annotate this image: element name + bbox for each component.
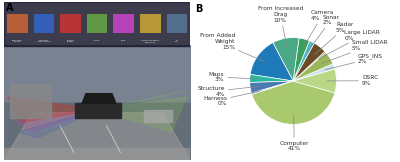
Polygon shape — [4, 148, 190, 160]
Text: RADAR: RADAR — [94, 40, 100, 41]
Wedge shape — [250, 43, 293, 81]
Text: LIDAR: LIDAR — [121, 40, 126, 41]
Bar — [34, 14, 54, 33]
Wedge shape — [293, 38, 310, 81]
Wedge shape — [250, 74, 293, 82]
Text: FRONTAL
CAMERA: FRONTAL CAMERA — [66, 40, 74, 42]
Bar — [114, 14, 134, 33]
Text: HD
MAP: HD MAP — [175, 40, 179, 42]
Text: B: B — [195, 4, 202, 14]
Polygon shape — [8, 97, 97, 122]
Text: Harness
0%: Harness 0% — [203, 91, 260, 106]
Text: A: A — [6, 3, 13, 13]
Text: From Added
Weight
15%: From Added Weight 15% — [200, 33, 265, 62]
Wedge shape — [273, 38, 299, 81]
Polygon shape — [4, 113, 190, 160]
Polygon shape — [75, 103, 121, 117]
Bar — [60, 14, 81, 33]
Text: ULTRASONIC
SENSOR: ULTRASONIC SENSOR — [12, 40, 23, 42]
Bar — [167, 14, 187, 33]
Polygon shape — [82, 94, 116, 103]
Text: Maps
3%: Maps 3% — [209, 72, 259, 82]
Bar — [4, 2, 190, 46]
Text: Small LiDAR
5%: Small LiDAR 5% — [322, 40, 387, 63]
Text: SURROUND
VIEW CAMERAS: SURROUND VIEW CAMERAS — [37, 40, 51, 42]
Polygon shape — [19, 110, 97, 138]
Polygon shape — [144, 110, 172, 122]
Wedge shape — [252, 81, 335, 124]
Wedge shape — [250, 81, 293, 93]
Text: Radar
5%: Radar 5% — [314, 22, 353, 55]
Text: Structure
4%: Structure 4% — [198, 86, 260, 97]
Wedge shape — [293, 64, 335, 81]
Text: From Increased
Drag
10%: From Increased Drag 10% — [258, 6, 303, 47]
Polygon shape — [97, 97, 186, 132]
Wedge shape — [293, 41, 314, 81]
Text: Sonar
2%: Sonar 2% — [308, 15, 340, 51]
Text: Camera
4%: Camera 4% — [302, 10, 334, 48]
Polygon shape — [97, 91, 186, 110]
Wedge shape — [293, 43, 325, 81]
Text: DSRC
9%: DSRC 9% — [327, 75, 378, 86]
Wedge shape — [293, 69, 336, 93]
Wedge shape — [252, 81, 293, 94]
Bar — [7, 14, 28, 33]
Text: MAP/ENVIRONMENTAL
PERCEPTION: MAP/ENVIRONMENTAL PERCEPTION — [140, 40, 160, 43]
Polygon shape — [10, 84, 50, 117]
Text: Large LiDAR
0%: Large LiDAR 0% — [319, 30, 380, 59]
Bar — [140, 14, 160, 33]
Polygon shape — [13, 110, 97, 132]
Wedge shape — [293, 52, 333, 81]
Text: GPS_INS
2%: GPS_INS 2% — [325, 53, 383, 70]
Bar — [87, 14, 107, 33]
Text: Computer
41%: Computer 41% — [280, 115, 309, 151]
Wedge shape — [293, 51, 326, 81]
